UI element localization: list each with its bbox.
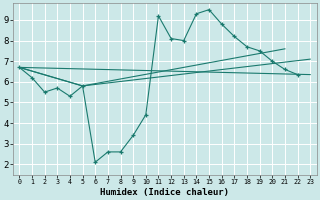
X-axis label: Humidex (Indice chaleur): Humidex (Indice chaleur) bbox=[100, 188, 229, 197]
